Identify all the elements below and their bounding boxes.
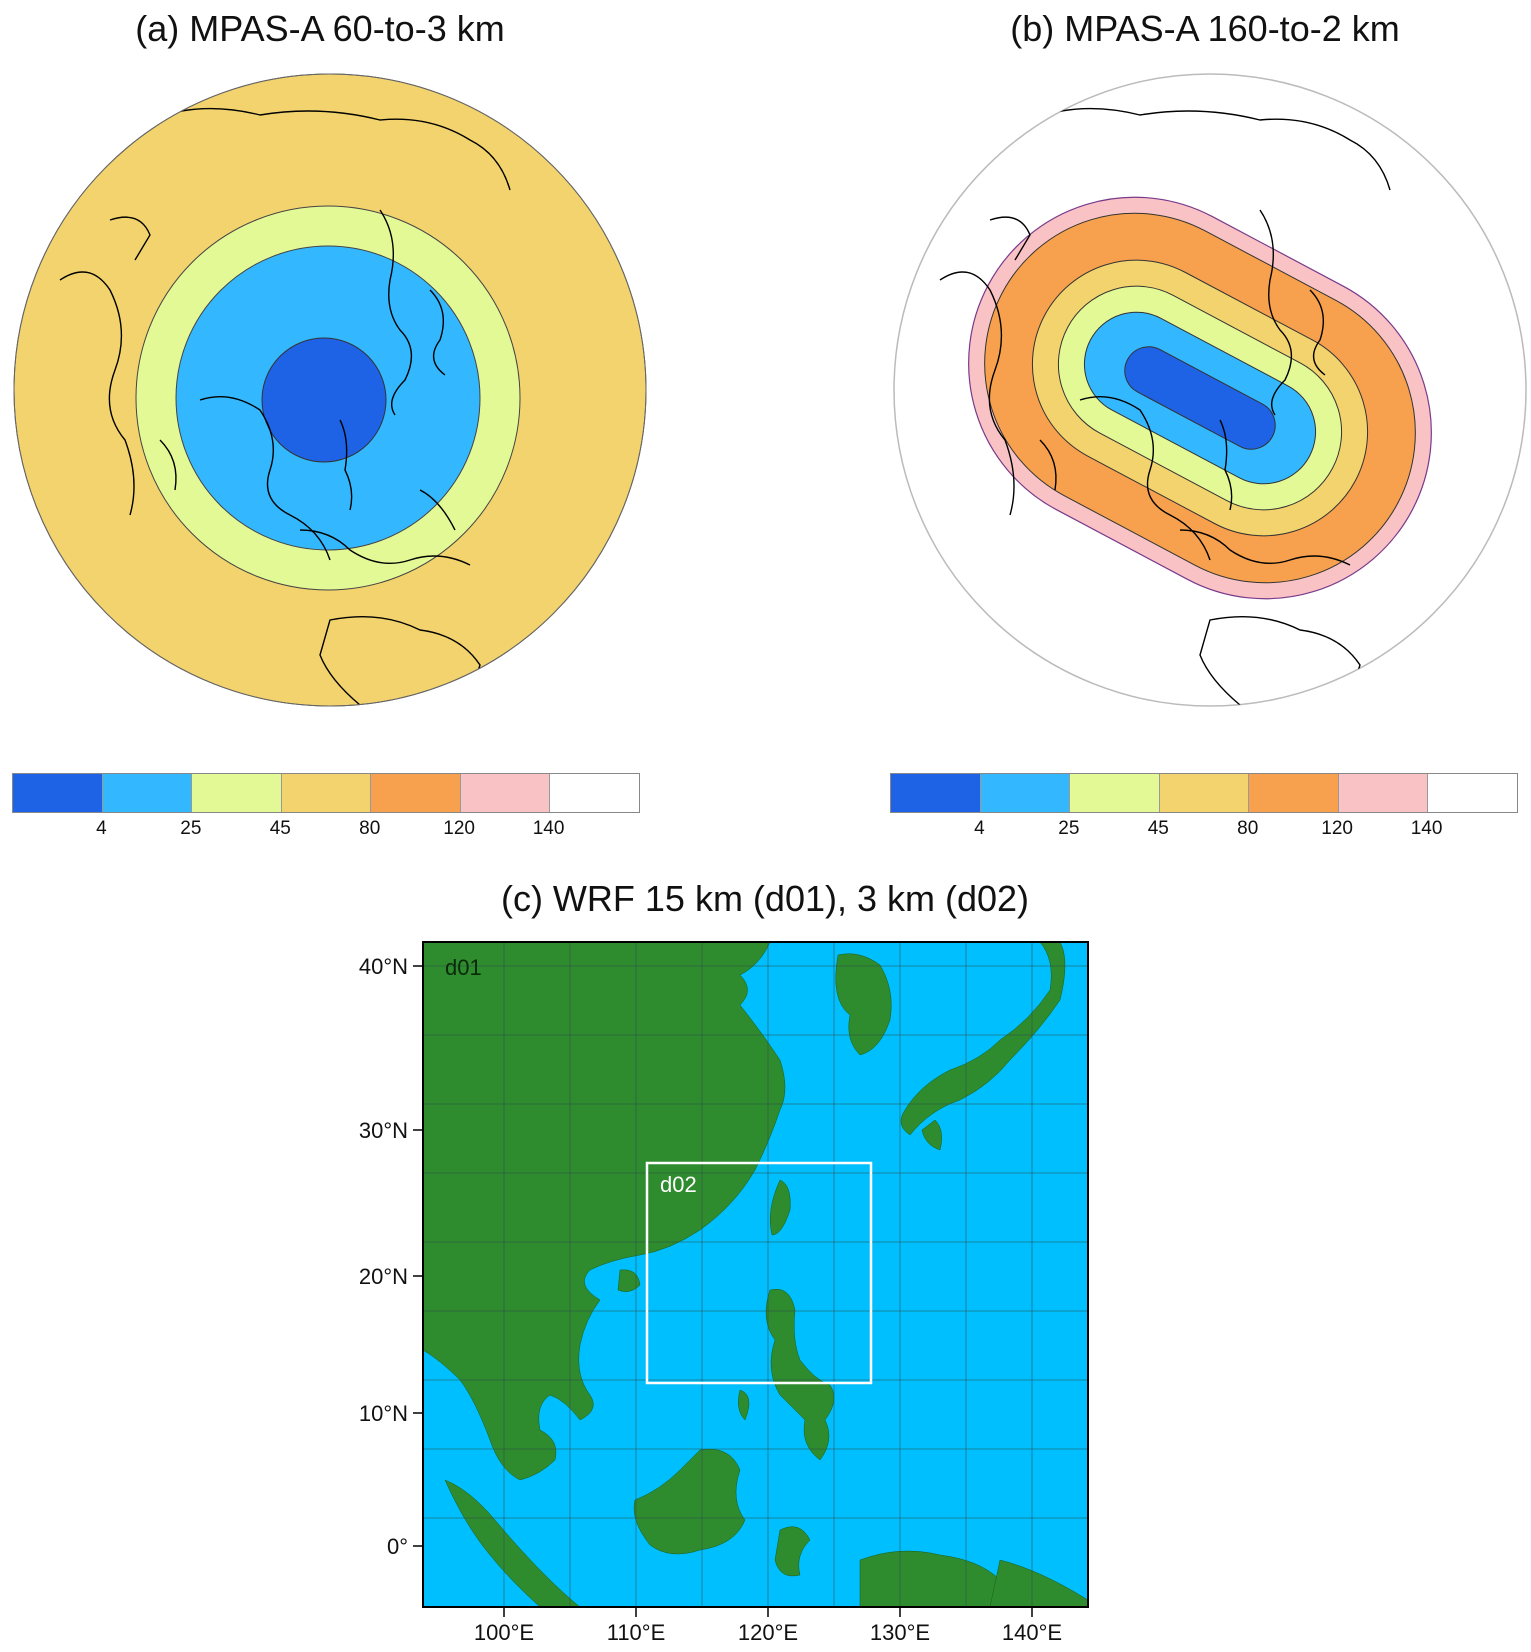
lon-label-100e: 100°E	[473, 1620, 535, 1645]
lat-label-40n: 40°N	[358, 954, 408, 979]
panel-a-colorbar	[12, 773, 640, 813]
lon-label-110e: 110°E	[606, 1620, 666, 1645]
colorbar-tick-label: 140	[532, 818, 565, 839]
colorbar-cell	[1159, 774, 1250, 812]
d02-label: d02	[660, 1172, 697, 1197]
b-coastlines	[939, 107, 1391, 706]
panel-b-title: (b) MPAS-A 160-to-2 km	[1010, 8, 1400, 49]
c-frame	[422, 941, 1089, 1608]
colorbar-cell	[1338, 774, 1429, 812]
lat-label-10n: 10°N	[358, 1401, 408, 1426]
colorbar-tick-label: 4	[96, 818, 107, 839]
colorbar-cell	[980, 774, 1071, 812]
lon-label-130e: 130°E	[869, 1620, 931, 1645]
colorbar-tick-label: 25	[1058, 818, 1080, 839]
colorbar-tick-label: 80	[1237, 818, 1259, 839]
colorbar-cell	[1428, 774, 1518, 812]
colorbar-tick-label: 25	[180, 818, 202, 839]
colorbar-tick-label: 120	[443, 818, 475, 839]
colorbar-cell	[1070, 774, 1160, 812]
colorbar-tick-label: 140	[1410, 818, 1443, 839]
colorbar-cell	[281, 774, 372, 812]
colorbar-cell	[371, 774, 461, 812]
colorbar-cell	[1249, 774, 1339, 812]
panel-b-colorbar	[890, 773, 1518, 813]
a-region-4	[261, 337, 387, 463]
b-region-2	[1124, 346, 1276, 450]
lon-label-140e: 140°E	[1001, 1620, 1063, 1645]
panel-a-title: (a) MPAS-A 60-to-3 km	[135, 8, 505, 49]
c-gridlines	[423, 942, 1088, 1607]
c-land	[423, 942, 1088, 1607]
d01-label: d01	[445, 955, 482, 980]
lat-label-20n: 20°N	[358, 1264, 408, 1289]
colorbar-cell	[192, 774, 282, 812]
c-ocean	[423, 942, 1088, 1607]
colorbar-cell	[550, 774, 640, 812]
lat-label-30n: 30°N	[358, 1118, 408, 1143]
panel-c-title: (c) WRF 15 km (d01), 3 km (d02)	[500, 878, 1030, 919]
colorbar-cell	[891, 774, 981, 812]
colorbar-tick-label: 4	[974, 818, 985, 839]
panel-a-globe	[13, 73, 647, 707]
colorbar-tick-label: 45	[1147, 818, 1169, 839]
colorbar-tick-label: 45	[269, 818, 291, 839]
colorbar-cell	[102, 774, 193, 812]
colorbar-cell	[13, 774, 103, 812]
colorbar-tick-label: 120	[1321, 818, 1353, 839]
lon-label-120e: 120°E	[737, 1620, 799, 1645]
lat-label-0: 0°	[386, 1534, 408, 1559]
colorbar-tick-label: 80	[359, 818, 381, 839]
panel-b-globe	[893, 73, 1527, 707]
colorbar-cell	[460, 774, 551, 812]
